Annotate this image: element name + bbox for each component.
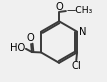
Text: N: N	[79, 27, 86, 37]
Text: —CH₃: —CH₃	[67, 6, 93, 15]
Text: HO: HO	[10, 43, 26, 53]
Text: O: O	[55, 2, 63, 12]
Text: Cl: Cl	[71, 61, 81, 71]
Text: O: O	[27, 33, 35, 43]
